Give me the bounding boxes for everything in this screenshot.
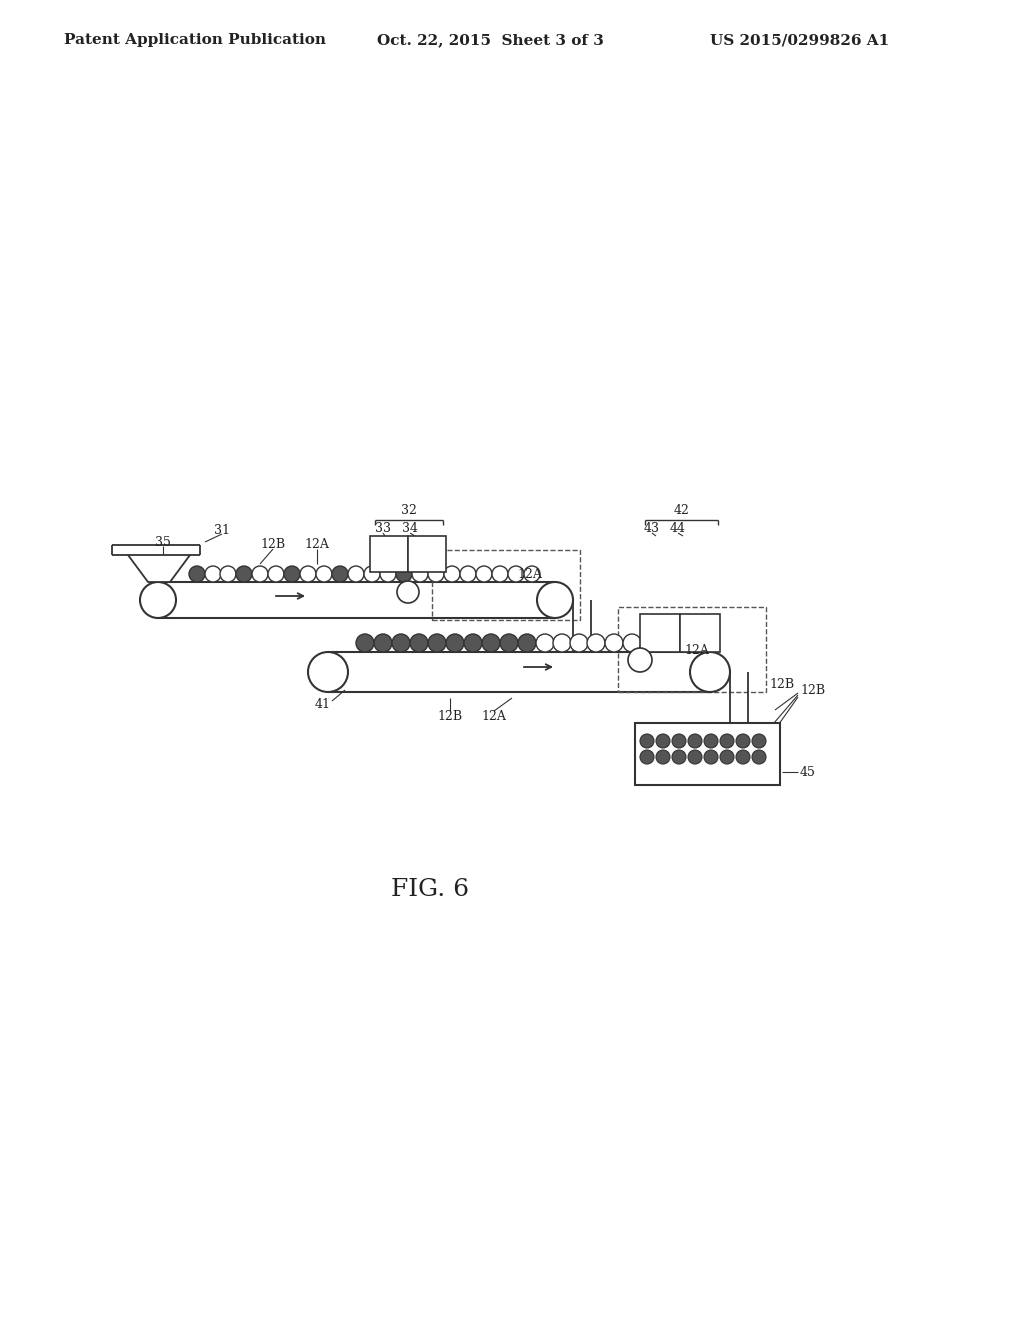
Text: Patent Application Publication: Patent Application Publication <box>63 33 326 48</box>
Circle shape <box>392 634 410 652</box>
Text: 12B: 12B <box>769 678 795 692</box>
Text: 45: 45 <box>800 766 816 779</box>
Circle shape <box>476 566 492 582</box>
Circle shape <box>640 750 654 764</box>
Circle shape <box>412 566 428 582</box>
Circle shape <box>705 734 718 748</box>
Circle shape <box>268 566 284 582</box>
Text: 44: 44 <box>670 523 686 536</box>
Circle shape <box>752 750 766 764</box>
Circle shape <box>316 566 332 582</box>
Text: US 2015/0299826 A1: US 2015/0299826 A1 <box>711 33 890 48</box>
Circle shape <box>428 566 444 582</box>
Circle shape <box>677 634 695 652</box>
Circle shape <box>348 566 364 582</box>
Circle shape <box>397 581 419 603</box>
Circle shape <box>482 634 500 652</box>
Circle shape <box>332 566 348 582</box>
Bar <box>635 723 780 785</box>
Circle shape <box>220 566 236 582</box>
Circle shape <box>524 566 540 582</box>
Text: 42: 42 <box>674 503 689 516</box>
Circle shape <box>410 634 428 652</box>
Circle shape <box>236 566 252 582</box>
Circle shape <box>720 734 734 748</box>
Text: 41: 41 <box>315 698 331 711</box>
Bar <box>618 607 766 692</box>
Text: 12A: 12A <box>517 569 543 582</box>
Circle shape <box>284 566 300 582</box>
Text: Oct. 22, 2015  Sheet 3 of 3: Oct. 22, 2015 Sheet 3 of 3 <box>377 33 603 48</box>
Circle shape <box>374 634 392 652</box>
Bar <box>680 614 720 652</box>
Text: 12A: 12A <box>304 537 330 550</box>
Circle shape <box>736 750 750 764</box>
Circle shape <box>537 582 573 618</box>
Circle shape <box>752 734 766 748</box>
Bar <box>432 550 580 620</box>
Circle shape <box>536 634 554 652</box>
Circle shape <box>570 634 588 652</box>
Circle shape <box>380 566 396 582</box>
Circle shape <box>508 566 524 582</box>
Bar <box>408 536 446 572</box>
Circle shape <box>300 566 316 582</box>
Circle shape <box>672 750 686 764</box>
Circle shape <box>688 750 702 764</box>
Circle shape <box>553 634 571 652</box>
Text: 12B: 12B <box>260 537 286 550</box>
Text: 12A: 12A <box>481 710 507 722</box>
Circle shape <box>189 566 205 582</box>
Circle shape <box>444 566 460 582</box>
Circle shape <box>659 634 677 652</box>
Text: 12B: 12B <box>800 684 825 697</box>
Circle shape <box>628 648 652 672</box>
Circle shape <box>308 652 348 692</box>
Circle shape <box>720 750 734 764</box>
Circle shape <box>364 566 380 582</box>
Text: 35: 35 <box>155 536 171 549</box>
Text: 31: 31 <box>214 524 230 536</box>
Circle shape <box>656 734 670 748</box>
Text: 32: 32 <box>401 503 417 516</box>
Circle shape <box>690 652 730 692</box>
Circle shape <box>605 634 623 652</box>
Circle shape <box>640 734 654 748</box>
Circle shape <box>460 566 476 582</box>
Circle shape <box>587 634 605 652</box>
Circle shape <box>428 634 446 652</box>
Polygon shape <box>128 554 190 582</box>
Text: 33: 33 <box>375 523 391 536</box>
Circle shape <box>356 634 374 652</box>
Circle shape <box>446 634 464 652</box>
Circle shape <box>205 566 221 582</box>
Circle shape <box>656 750 670 764</box>
Circle shape <box>500 634 518 652</box>
Circle shape <box>492 566 508 582</box>
Text: 12A: 12A <box>685 644 710 656</box>
Circle shape <box>688 734 702 748</box>
Text: 34: 34 <box>402 523 418 536</box>
Bar <box>370 536 408 572</box>
Text: 43: 43 <box>644 523 660 536</box>
Circle shape <box>252 566 268 582</box>
Text: 12B: 12B <box>437 710 463 722</box>
Circle shape <box>518 634 536 652</box>
Bar <box>640 614 680 652</box>
Circle shape <box>736 734 750 748</box>
Circle shape <box>396 566 412 582</box>
Circle shape <box>623 634 641 652</box>
Circle shape <box>140 582 176 618</box>
Circle shape <box>705 750 718 764</box>
Circle shape <box>641 634 659 652</box>
Circle shape <box>464 634 482 652</box>
Circle shape <box>672 734 686 748</box>
Text: FIG. 6: FIG. 6 <box>391 879 469 902</box>
